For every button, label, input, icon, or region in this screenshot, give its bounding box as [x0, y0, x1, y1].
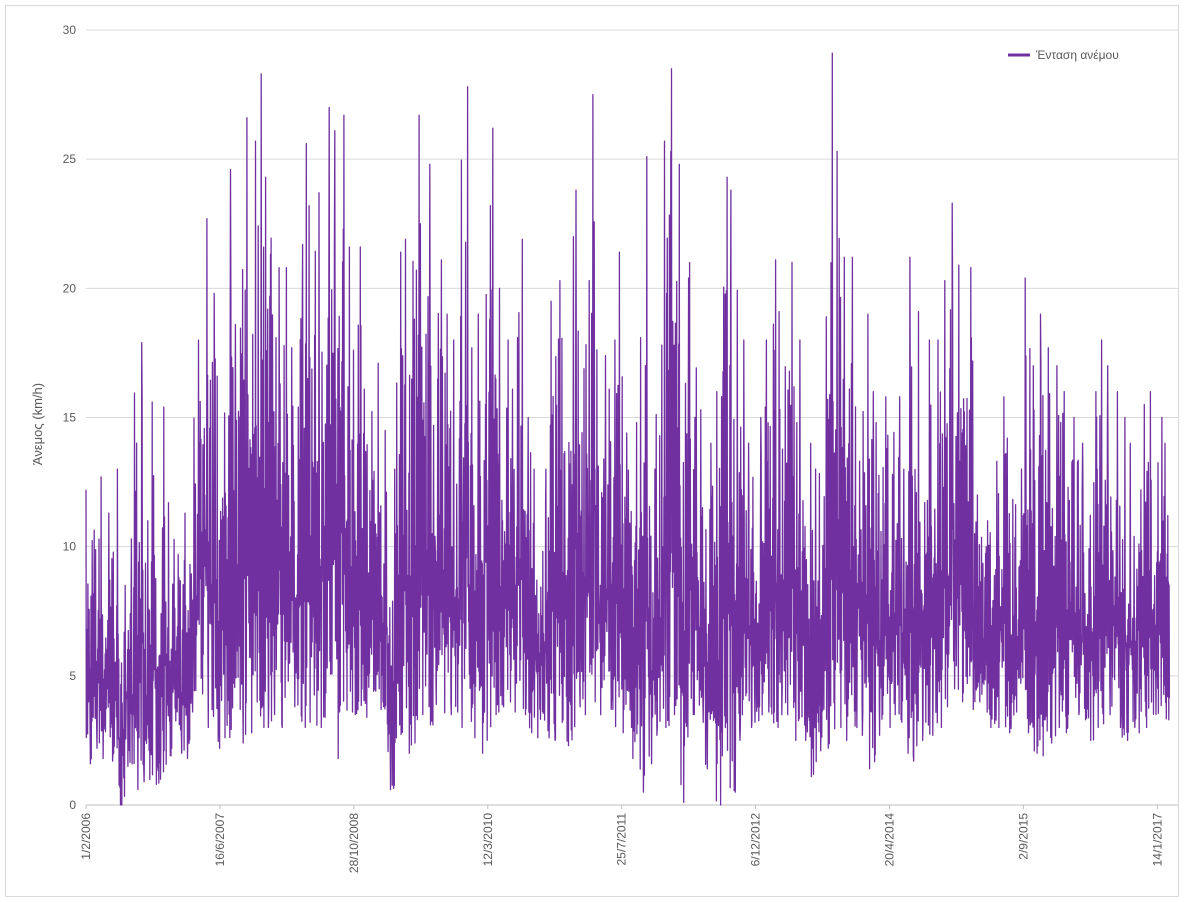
- x-tick-label: 12/3/2010: [481, 813, 495, 867]
- x-tick-labels: 1/2/2006 16/6/2007 28/10/2008 12/3/2010 25/7…: [79, 805, 1164, 873]
- x-tick-label: 20/4/2014: [883, 813, 897, 867]
- x-tick-label: 6/12/2012: [749, 813, 763, 867]
- y-tick-label: 5: [69, 669, 76, 683]
- y-tick-label: 10: [63, 540, 77, 554]
- x-tick-label: 2/9/2015: [1016, 813, 1030, 860]
- legend-label: Ένταση ανέμου: [1035, 48, 1119, 62]
- y-axis-label: Άνεμος (km/h): [30, 383, 45, 465]
- y-tick-label: 30: [63, 23, 77, 37]
- x-tick-label: 14/1/2017: [1150, 813, 1164, 867]
- legend: Ένταση ανέμου: [1008, 48, 1119, 62]
- y-tick-label: 0: [69, 798, 76, 812]
- chart-frame: 0 5 10 15 20 25 30 1/2/2006 16/6/2007 28/10/2008…: [5, 5, 1179, 897]
- x-tick-label: 16/6/2007: [213, 813, 227, 867]
- y-tick-label: 25: [63, 152, 77, 166]
- x-tick-label: 1/2/2006: [79, 813, 93, 860]
- y-tick-labels: 0 5 10 15 20 25 30: [63, 23, 77, 812]
- y-tick-label: 15: [63, 411, 77, 425]
- series-line-wind-intensity: [85, 52, 1171, 806]
- y-tick-label: 20: [63, 281, 77, 295]
- x-tick-label: 28/10/2008: [347, 813, 361, 873]
- wind-chart: 0 5 10 15 20 25 30 1/2/2006 16/6/2007 28/10/2008…: [30, 23, 1178, 873]
- plot-area: [85, 52, 1171, 806]
- x-tick-label: 25/7/2011: [615, 813, 629, 866]
